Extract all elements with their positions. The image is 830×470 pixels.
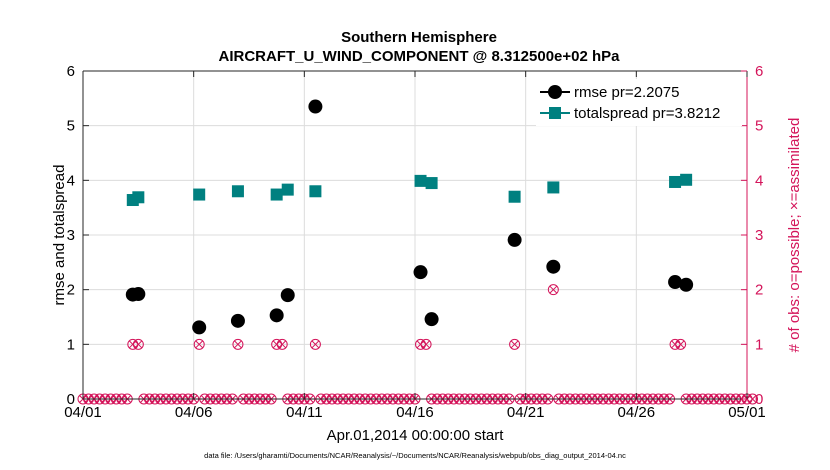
y-axis-label: rmse and totalspread: [51, 165, 68, 306]
obs-count-marker: [193, 338, 205, 350]
y-tick-label: 5: [67, 118, 75, 135]
obs-count-marker: [276, 338, 288, 350]
right-y-tick-label: 3: [755, 227, 763, 244]
legend-rmse-marker: [548, 85, 562, 99]
legend-totalspread-marker: [549, 107, 561, 119]
legend: rmse pr=2.2075 totalspread pr=3.8212: [536, 79, 742, 126]
y-tick-label: 3: [67, 227, 75, 244]
legend-rmse-label: rmse pr=2.2075: [574, 84, 679, 101]
obs-assimilated-x: [278, 340, 287, 349]
obs-possible-circle: [747, 393, 759, 405]
rmse-point: [308, 99, 323, 114]
obs-assimilated-x: [416, 340, 425, 349]
rmse-point: [424, 312, 439, 327]
obs-possible-circle: [420, 338, 432, 350]
obs-count-marker: [509, 338, 521, 350]
rmse-point: [546, 259, 561, 274]
obs-assimilated-x: [195, 340, 204, 349]
right-y-tick-label: 1: [755, 336, 763, 353]
obs-assimilated-x: [233, 340, 242, 349]
obs-possible-circle: [675, 338, 687, 350]
right-y-tick-labels: 0 1 2 3 4 5 6: [755, 63, 763, 408]
right-y-axis-label: # of obs: o=possible; ×=assimilated: [786, 118, 803, 353]
obs-possible-circle: [193, 338, 205, 350]
obs-count-marker: [675, 338, 687, 350]
totalspread-point: [414, 174, 427, 187]
obs-possible-circle: [232, 338, 244, 350]
obs-assimilated-x: [128, 340, 137, 349]
totalspread-series: [126, 173, 693, 207]
rmse-point: [507, 232, 522, 247]
y-tick-labels: 0 1 2 3 4 5 6: [67, 63, 75, 408]
chart-subtitle: AIRCRAFT_U_WIND_COMPONENT @ 8.312500e+02…: [219, 48, 621, 65]
rmse-point: [280, 288, 295, 303]
obs-possible-circle: [132, 338, 144, 350]
obs-assimilated-x: [671, 340, 680, 349]
totalspread-point: [309, 185, 322, 198]
rmse-point: [413, 265, 428, 280]
right-y-tick-label: 4: [755, 172, 763, 189]
rmse-point: [269, 308, 284, 323]
x-tick-label: 04/16: [396, 404, 434, 421]
obs-assimilated-x: [311, 340, 320, 349]
obs-assimilated-x: [272, 340, 281, 349]
obs-possible-circle: [509, 338, 521, 350]
totalspread-point: [231, 185, 244, 198]
obs-possible-circle: [276, 338, 288, 350]
obs-assimilated-x: [549, 285, 558, 294]
x-tick-label: 04/06: [175, 404, 213, 421]
totalspread-point: [425, 177, 438, 190]
rmse-point: [131, 287, 146, 302]
x-tick-label: 04/26: [618, 404, 656, 421]
y-tick-label: 6: [67, 63, 75, 80]
totalspread-point: [508, 190, 521, 203]
x-tick-labels: 04/01 04/06 04/11 04/16 04/21 04/26 05/01: [64, 404, 766, 421]
obs-assimilated-x: [510, 340, 519, 349]
obs-count-marker: [547, 284, 559, 296]
totalspread-point: [680, 173, 693, 186]
data-file-footer: data file: /Users/gharamti/Documents/NCA…: [204, 451, 626, 460]
y-tick-label: 0: [67, 391, 75, 408]
obs-possible-circle: [309, 338, 321, 350]
y-tick-label: 2: [67, 282, 75, 299]
obs-count-marker: [232, 338, 244, 350]
totalspread-point: [193, 188, 206, 201]
y-tick-label: 4: [67, 172, 75, 189]
totalspread-point: [132, 191, 145, 204]
rmse-point: [230, 313, 245, 328]
rmse-point: [192, 320, 207, 335]
obs-assimilated-x: [748, 395, 757, 403]
legend-totalspread-label: totalspread pr=3.8212: [574, 105, 720, 122]
x-tick-label: 04/01: [64, 404, 102, 421]
chart-title: Southern Hemisphere: [341, 29, 497, 46]
axes: [82, 70, 748, 400]
right-y-tick-label: 5: [755, 118, 763, 135]
rmse-point: [668, 275, 683, 290]
right-y-tick-label: 6: [755, 63, 763, 80]
right-y-tick-label: 2: [755, 282, 763, 299]
rmse-point: [679, 277, 694, 292]
right-y-tick-label: 0: [755, 391, 763, 408]
totalspread-point: [270, 188, 283, 201]
x-tick-label: 04/11: [286, 404, 322, 421]
y-tick-label: 1: [67, 336, 75, 353]
obs-count-marker: [747, 393, 759, 405]
totalspread-point: [547, 181, 560, 194]
obs-possible-circle: [547, 284, 559, 296]
x-axis-label: Apr.01,2014 00:00:00 start: [327, 427, 505, 444]
obs-count-marker: [420, 338, 432, 350]
x-tick-label: 04/21: [507, 404, 545, 421]
obs-assimilated-x: [134, 340, 143, 349]
totalspread-point: [669, 175, 682, 188]
obs-assimilated-x: [422, 340, 431, 349]
legend-box: [536, 79, 742, 126]
obs-assimilated-x: [676, 340, 685, 349]
totalspread-point: [281, 183, 294, 196]
x-tick-label: 05/01: [728, 404, 766, 421]
obs-count-marker: [309, 338, 321, 350]
obs-count-marker: [132, 338, 144, 350]
rmse-series: [125, 99, 694, 335]
